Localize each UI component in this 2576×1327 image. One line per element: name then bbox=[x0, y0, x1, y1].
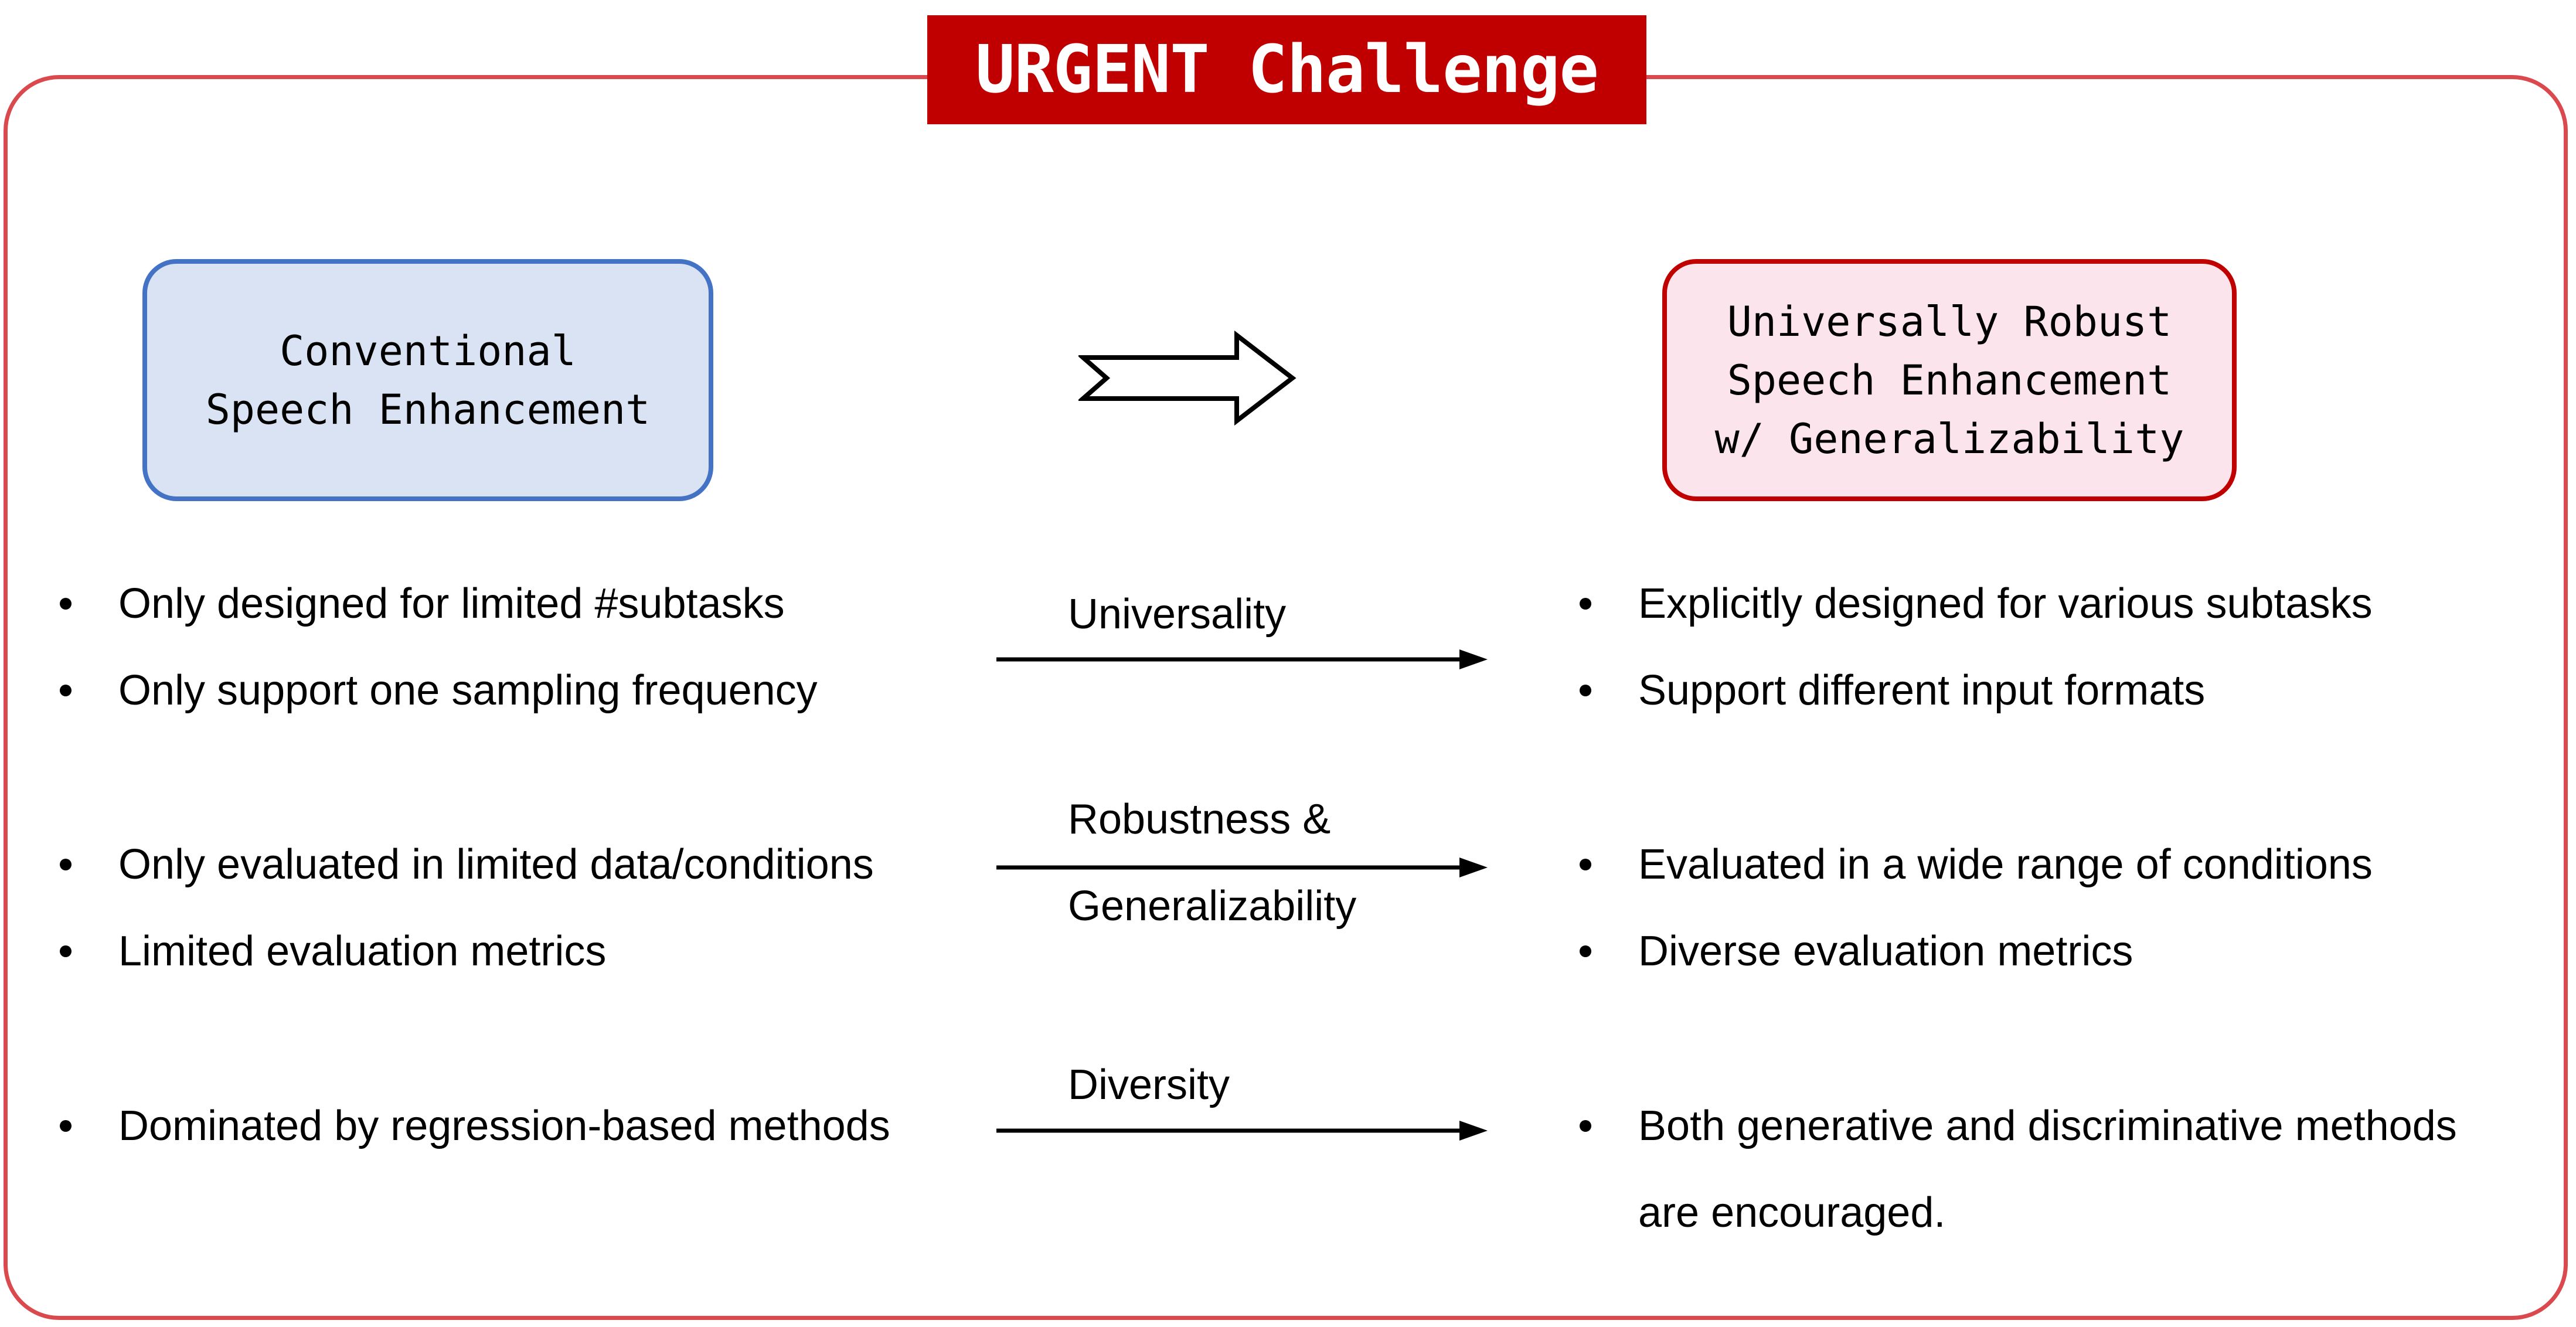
bullet-icon bbox=[60, 945, 72, 957]
bullet-icon bbox=[60, 859, 72, 870]
bullet-icon bbox=[60, 598, 72, 610]
left-bullet-item: Only support one sampling frequency bbox=[0, 658, 818, 723]
robust-box-line-2: Speech Enhancement bbox=[1727, 356, 2172, 404]
title-banner: URGENT Challenge bbox=[927, 15, 1646, 124]
left-bullet-item: Only designed for limited #subtasks bbox=[0, 571, 785, 636]
right-bullet-item: Diverse evaluation metrics bbox=[0, 919, 2133, 984]
right-bullet-continuation: are encouraged. bbox=[1638, 1180, 1945, 1245]
bullet-icon bbox=[1580, 598, 1591, 610]
bullet-icon bbox=[1580, 945, 1591, 957]
robust-box-line-1: Universally Robust bbox=[1727, 297, 2172, 346]
universality-arrow-icon bbox=[996, 649, 1488, 669]
right-bullet-text: Evaluated in a wide range of conditions bbox=[1638, 841, 2373, 888]
conventional-se-box: Conventional Speech Enhancement bbox=[142, 259, 713, 501]
right-bullet-text: Diverse evaluation metrics bbox=[1638, 928, 2133, 975]
left-bullet-text: Only evaluated in limited data/condition… bbox=[118, 841, 874, 888]
right-bullet-item: Both generative and discriminative metho… bbox=[0, 1094, 2457, 1158]
right-bullet-text: Explicitly designed for various subtasks bbox=[1638, 580, 2373, 627]
left-bullet-text: Limited evaluation metrics bbox=[118, 928, 607, 975]
bullet-icon bbox=[60, 1120, 72, 1132]
robustness-arrow-icon bbox=[996, 858, 1488, 877]
right-bullet-text: Support different input formats bbox=[1638, 667, 2206, 714]
left-bullet-text: Dominated by regression-based methods bbox=[118, 1103, 890, 1149]
block-arrow-icon bbox=[1078, 330, 1296, 426]
bullet-icon bbox=[1580, 685, 1591, 696]
right-bullet-item: Explicitly designed for various subtasks bbox=[0, 571, 2373, 636]
left-bullet-text: Only designed for limited #subtasks bbox=[118, 580, 785, 627]
left-bullet-item: Dominated by regression-based methods bbox=[0, 1094, 890, 1158]
left-bullet-item: Limited evaluation metrics bbox=[0, 919, 606, 984]
robustness-label-line-1: Robustness & bbox=[1068, 796, 1331, 843]
robustness-label-line-2: Generalizability bbox=[1068, 883, 1357, 930]
diversity-label: Diversity bbox=[1068, 1061, 1230, 1108]
right-bullet-item: Support different input formats bbox=[0, 658, 2205, 723]
universal-robust-se-box: Universally Robust Speech Enhancement w/… bbox=[1662, 259, 2237, 501]
left-bullet-text: Only support one sampling frequency bbox=[118, 667, 818, 714]
conventional-box-line-2: Speech Enhancement bbox=[205, 385, 651, 434]
bullet-icon bbox=[60, 685, 72, 696]
bullet-icon bbox=[1580, 1120, 1591, 1132]
robust-box-line-3: w/ Generalizability bbox=[1714, 414, 2184, 463]
right-bullet-item: Evaluated in a wide range of conditions bbox=[0, 832, 2373, 897]
conventional-box-line-1: Conventional bbox=[280, 326, 576, 375]
right-bullet-text: Both generative and discriminative metho… bbox=[1638, 1103, 2457, 1149]
left-bullet-item: Only evaluated in limited data/condition… bbox=[0, 832, 874, 897]
universality-label: Universality bbox=[1068, 591, 1287, 638]
bullet-icon bbox=[1580, 859, 1591, 870]
right-bullet-text: are encouraged. bbox=[1638, 1189, 1946, 1236]
challenge-title: URGENT Challenge bbox=[975, 32, 1599, 108]
diversity-arrow-icon bbox=[996, 1121, 1488, 1141]
